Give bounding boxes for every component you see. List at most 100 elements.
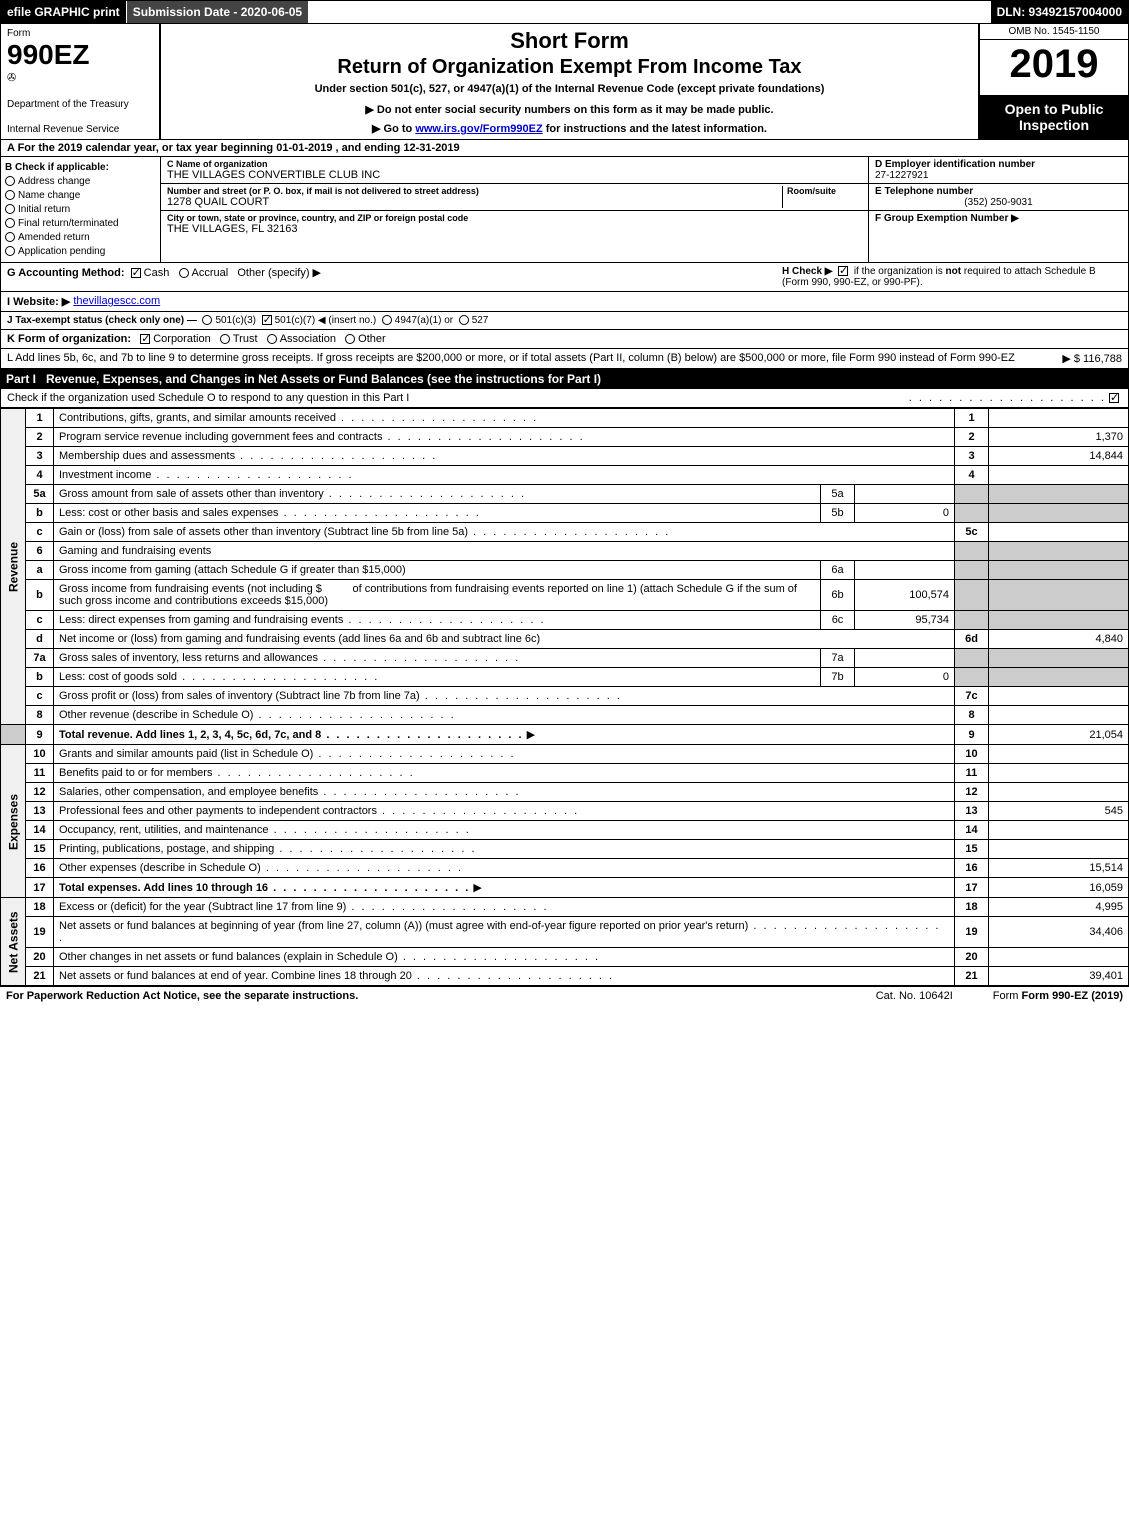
- submission-date: Submission Date - 2020-06-05: [126, 1, 309, 23]
- line-6d: d Net income or (loss) from gaming and f…: [1, 630, 1129, 649]
- k-other: Other: [358, 333, 386, 345]
- efile-print-label[interactable]: efile GRAPHIC print: [1, 1, 126, 23]
- line-20-ln: 20: [955, 948, 989, 967]
- line-6a-shade2: [989, 561, 1129, 580]
- line-4-text: Investment income: [54, 466, 955, 485]
- k-corp-checkbox[interactable]: [140, 334, 150, 344]
- line-6d-num: d: [26, 630, 54, 649]
- line-6a-shade: [955, 561, 989, 580]
- line-15-ln: 15: [955, 840, 989, 859]
- street-label: Number and street (or P. O. box, if mail…: [167, 186, 782, 196]
- line-7a-subamt: [855, 649, 955, 668]
- line-16: 16 Other expenses (describe in Schedule …: [1, 859, 1129, 878]
- line-18: Net Assets 18 Excess or (deficit) for th…: [1, 898, 1129, 917]
- tax-year: 2019: [980, 40, 1128, 88]
- line-15-amt: [989, 840, 1129, 859]
- period-row: A For the 2019 calendar year, or tax yea…: [0, 140, 1129, 157]
- k-assoc-radio[interactable]: [267, 334, 277, 344]
- line-6b-shade: [955, 580, 989, 611]
- return-title: Return of Organization Exempt From Incom…: [169, 56, 970, 79]
- period-label-a: A For the 2019 calendar year, or tax yea…: [7, 142, 276, 154]
- line-21-amt: 39,401: [989, 967, 1129, 986]
- line-17-text: Total expenses. Add lines 10 through 16 …: [54, 878, 955, 898]
- section-c: C Name of organization THE VILLAGES CONV…: [161, 157, 868, 262]
- line-7a-num: 7a: [26, 649, 54, 668]
- section-b: B Check if applicable: Address change Na…: [1, 157, 161, 262]
- k-other-radio[interactable]: [345, 334, 355, 344]
- initial-return-check[interactable]: Initial return: [5, 204, 156, 215]
- line-14-amt: [989, 821, 1129, 840]
- line-3: 3 Membership dues and assessments 3 14,8…: [1, 447, 1129, 466]
- line-14: 14 Occupancy, rent, utilities, and maint…: [1, 821, 1129, 840]
- line-19: 19 Net assets or fund balances at beginn…: [1, 917, 1129, 948]
- period-mid: , and ending: [336, 142, 404, 154]
- instructions-link[interactable]: www.irs.gov/Form990EZ: [415, 123, 542, 135]
- line-11-ln: 11: [955, 764, 989, 783]
- line-5a: 5a Gross amount from sale of assets othe…: [1, 485, 1129, 504]
- line-6c-subamt: 95,734: [855, 611, 955, 630]
- line-9-text: Total revenue. Add lines 1, 2, 3, 4, 5c,…: [54, 725, 955, 745]
- j-501c3-radio[interactable]: [202, 315, 212, 325]
- line-10-ln: 10: [955, 745, 989, 764]
- line-19-amt: 34,406: [989, 917, 1129, 948]
- cat-no: Cat. No. 10642I: [876, 990, 953, 1002]
- final-return-check[interactable]: Final return/terminated: [5, 218, 156, 229]
- city-row: City or town, state or province, country…: [161, 211, 868, 237]
- k-trust-radio[interactable]: [220, 334, 230, 344]
- line-5b: b Less: cost or other basis and sales ex…: [1, 504, 1129, 523]
- line-7a-shade: [955, 649, 989, 668]
- address-change-check[interactable]: Address change: [5, 176, 156, 187]
- line-12: 12 Salaries, other compensation, and emp…: [1, 783, 1129, 802]
- h-text1: if the organization is: [854, 266, 946, 277]
- instructions-link-line: ▶ Go to www.irs.gov/Form990EZ for instru…: [169, 122, 970, 135]
- j-501c-checkbox[interactable]: [262, 315, 272, 325]
- part1-schedule-o-checkbox[interactable]: [1109, 393, 1119, 403]
- cash-checkbox[interactable]: [131, 268, 141, 278]
- line-3-num: 3: [26, 447, 54, 466]
- line-5a-subamt: [855, 485, 955, 504]
- line-7a-sub: 7a: [821, 649, 855, 668]
- h-checkbox[interactable]: [838, 266, 848, 276]
- line-7b-shade2: [989, 668, 1129, 687]
- line-19-num: 19: [26, 917, 54, 948]
- info-grid: B Check if applicable: Address change Na…: [0, 157, 1129, 263]
- line-16-amt: 15,514: [989, 859, 1129, 878]
- accrual-radio[interactable]: [179, 268, 189, 278]
- line-20-amt: [989, 948, 1129, 967]
- line-6c: c Less: direct expenses from gaming and …: [1, 611, 1129, 630]
- line-6c-sub: 6c: [821, 611, 855, 630]
- j-527-radio[interactable]: [459, 315, 469, 325]
- other-label: Other (specify) ▶: [237, 267, 321, 279]
- line-1: Revenue 1 Contributions, gifts, grants, …: [1, 409, 1129, 428]
- line-6a: a Gross income from gaming (attach Sched…: [1, 561, 1129, 580]
- dln-number: DLN: 93492157004000: [991, 1, 1128, 23]
- line-12-amt: [989, 783, 1129, 802]
- part1-title: Revenue, Expenses, and Changes in Net As…: [46, 372, 601, 386]
- line-9-num: 9: [26, 725, 54, 745]
- line-18-amt: 4,995: [989, 898, 1129, 917]
- go-to-suffix: for instructions and the latest informat…: [543, 123, 767, 135]
- website-link[interactable]: thevillagescc.com: [73, 295, 160, 308]
- seal-icon: ✇: [7, 71, 153, 84]
- e-label: E Telephone number: [875, 186, 973, 197]
- line-13-text: Professional fees and other payments to …: [54, 802, 955, 821]
- short-form-title: Short Form: [169, 28, 970, 54]
- name-change-check[interactable]: Name change: [5, 190, 156, 201]
- line-14-ln: 14: [955, 821, 989, 840]
- footer: For Paperwork Reduction Act Notice, see …: [0, 986, 1129, 1005]
- org-name-row: C Name of organization THE VILLAGES CONV…: [161, 157, 868, 184]
- line-5b-sub: 5b: [821, 504, 855, 523]
- amended-return-check[interactable]: Amended return: [5, 232, 156, 243]
- line-5b-text: Less: cost or other basis and sales expe…: [54, 504, 821, 523]
- j-4947-radio[interactable]: [382, 315, 392, 325]
- line-5a-num: 5a: [26, 485, 54, 504]
- line-16-num: 16: [26, 859, 54, 878]
- f-label: F Group Exemption Number ▶: [875, 213, 1019, 224]
- line-5c-amt: [989, 523, 1129, 542]
- application-pending-check[interactable]: Application pending: [5, 246, 156, 257]
- line-3-amt: 14,844: [989, 447, 1129, 466]
- line-12-text: Salaries, other compensation, and employ…: [54, 783, 955, 802]
- line-5a-text: Gross amount from sale of assets other t…: [54, 485, 821, 504]
- accrual-label: Accrual: [192, 267, 229, 279]
- line-11-amt: [989, 764, 1129, 783]
